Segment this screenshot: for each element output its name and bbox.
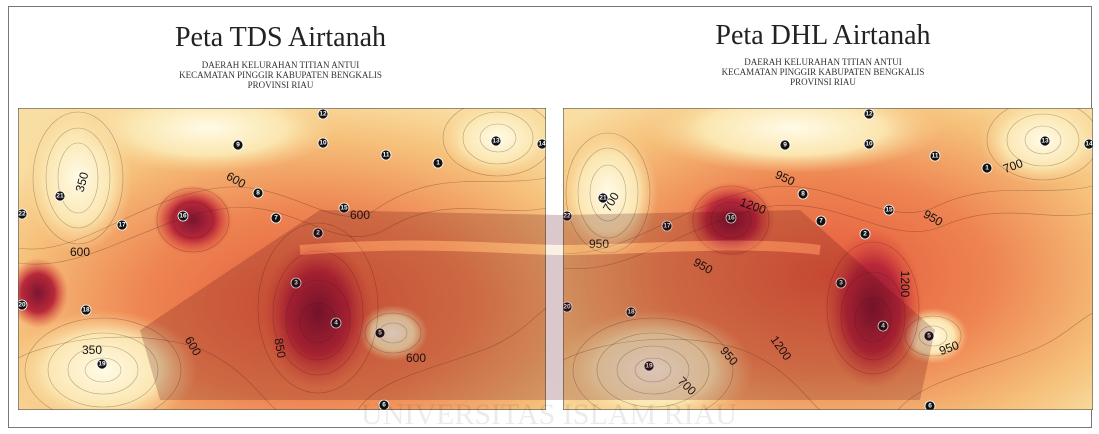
tds-subtitle-line-3: PROVINSI RIAU <box>8 80 553 90</box>
station-label-20: 20 <box>563 304 571 311</box>
station-label-18: 18 <box>627 309 635 316</box>
station-label-17: 17 <box>118 222 126 229</box>
tds-subtitle-line-2: KECAMATAN PINGGIR KABUPATEN BENGKALIS <box>8 70 553 80</box>
station-label-21: 21 <box>56 193 64 200</box>
tds-map-title: Peta TDS Airtanah <box>8 22 553 54</box>
station-label-4: 4 <box>881 323 885 330</box>
station-label-11: 11 <box>383 152 390 159</box>
dhl-subtitle-line-1: DAERAH KELURAHAN TITIAN ANTUI <box>553 57 1093 67</box>
dhl-map-title: Peta DHL Airtanah <box>553 20 1093 52</box>
dhl-contour-map: 700 950 1200 950 700 950 1200 950 700 95… <box>563 108 1093 410</box>
station-label-16: 16 <box>179 213 187 220</box>
station-label-13: 13 <box>492 138 500 145</box>
tds-subtitle-line-1: DAERAH KELURAHAN TITIAN ANTUI <box>8 60 553 70</box>
station-label-15: 15 <box>885 207 893 214</box>
tds-contour-map: 350 600 600 600 350 600 850 600 12345678… <box>18 108 546 410</box>
dhl-subtitle-line-2: KECAMATAN PINGGIR KABUPATEN BENGKALIS <box>553 67 1093 77</box>
station-label-7: 7 <box>819 218 823 225</box>
station-label-1: 1 <box>985 165 989 172</box>
contour-label: 600 <box>406 351 426 365</box>
station-label-4: 4 <box>334 320 338 327</box>
station-label-10: 10 <box>319 140 327 147</box>
station-label-12: 12 <box>865 111 873 118</box>
station-label-3: 3 <box>839 280 843 287</box>
station-label-3: 3 <box>294 280 298 287</box>
station-label-17: 17 <box>663 223 671 230</box>
station-label-19: 19 <box>645 363 653 370</box>
station-label-6: 6 <box>928 403 932 410</box>
station-label-9: 9 <box>236 142 240 149</box>
station-label-6: 6 <box>382 402 386 409</box>
station-label-8: 8 <box>801 191 805 198</box>
station-label-21: 21 <box>599 195 607 202</box>
dhl-subtitle-line-3: PROVINSI RIAU <box>553 77 1093 87</box>
station-label-10: 10 <box>865 141 873 148</box>
station-label-22: 22 <box>18 211 26 218</box>
contour-label: 350 <box>82 343 102 357</box>
tds-map-subtitle: DAERAH KELURAHAN TITIAN ANTUI KECAMATAN … <box>8 60 553 90</box>
station-label-13: 13 <box>1041 138 1049 145</box>
contour-label: 950 <box>589 237 609 251</box>
contour-label: 600 <box>350 208 370 222</box>
station-label-20: 20 <box>18 302 26 309</box>
station-label-22: 22 <box>563 213 571 220</box>
station-label-14: 14 <box>1085 141 1093 148</box>
station-label-14: 14 <box>538 141 546 148</box>
contour-label: 600 <box>70 245 90 259</box>
station-label-1: 1 <box>436 160 440 167</box>
station-label-9: 9 <box>783 142 787 149</box>
station-label-2: 2 <box>316 230 320 237</box>
station-label-8: 8 <box>256 190 260 197</box>
contour-label: 1200 <box>898 271 912 298</box>
station-label-18: 18 <box>82 307 90 314</box>
station-label-5: 5 <box>927 333 931 340</box>
station-label-7: 7 <box>274 215 278 222</box>
station-label-5: 5 <box>378 330 382 337</box>
station-label-19: 19 <box>98 361 106 368</box>
station-label-16: 16 <box>727 215 735 222</box>
station-label-12: 12 <box>319 111 327 118</box>
station-label-2: 2 <box>863 231 867 238</box>
dhl-map-subtitle: DAERAH KELURAHAN TITIAN ANTUI KECAMATAN … <box>553 57 1093 87</box>
station-label-11: 11 <box>932 153 939 160</box>
station-label-15: 15 <box>340 205 348 212</box>
